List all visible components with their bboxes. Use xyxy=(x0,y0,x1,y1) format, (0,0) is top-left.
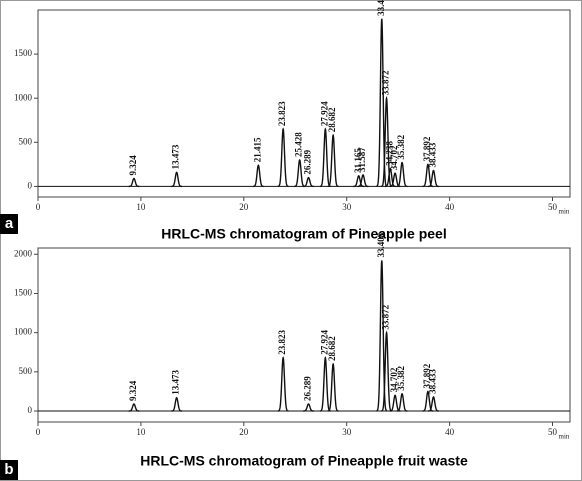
peak-label: 26.289 xyxy=(303,149,313,174)
plot-frame xyxy=(37,247,571,423)
y-tick-label: 500 xyxy=(19,366,33,376)
x-tick-label: 10 xyxy=(136,427,146,437)
x-tick-label: 30 xyxy=(342,202,352,212)
x-tick-label: 20 xyxy=(239,202,249,212)
peak-label: 28.682 xyxy=(327,107,337,132)
y-tick-label: 0 xyxy=(28,180,33,190)
peak-label: 35.382 xyxy=(396,134,406,159)
peak-label: 33.408 xyxy=(376,0,386,16)
peak-label: 9.324 xyxy=(128,155,138,176)
peak-label: 37.892 xyxy=(422,136,432,161)
peak-label: 31.165 xyxy=(353,148,363,173)
x-axis-label: min xyxy=(559,208,570,216)
peak xyxy=(381,95,392,188)
peak xyxy=(396,392,408,412)
x-tick-label: 20 xyxy=(239,427,249,437)
caption: HRLC-MS chromatogram of Pineapple fruit … xyxy=(140,453,468,469)
peak-label: 27.924 xyxy=(319,329,329,354)
y-tick-label: 0 xyxy=(28,405,33,415)
peak xyxy=(303,176,314,188)
peak-label: 28.682 xyxy=(327,336,337,361)
x-tick-label: 10 xyxy=(136,202,146,212)
peak xyxy=(128,403,140,412)
peak xyxy=(171,171,182,188)
peak-label: 34.702 xyxy=(389,145,399,170)
panel-label: b xyxy=(4,461,13,478)
x-tick-label: 50 xyxy=(548,427,558,437)
panel-label-box xyxy=(0,460,18,480)
peak xyxy=(294,158,306,188)
peak xyxy=(376,18,388,188)
panel-label: a xyxy=(5,215,14,232)
peak xyxy=(277,127,289,188)
peak xyxy=(128,177,140,188)
peak-label: 38.433 xyxy=(428,369,438,394)
peak xyxy=(277,356,289,412)
peak xyxy=(357,174,369,188)
peak-label: 35.382 xyxy=(396,366,406,391)
peak-label: 21.415 xyxy=(252,137,262,162)
peak-label: 34.702 xyxy=(389,367,399,392)
peak-label: 13.473 xyxy=(171,369,181,394)
x-tick-label: 0 xyxy=(36,202,41,212)
y-tick-label: 2000 xyxy=(14,248,33,258)
peak xyxy=(381,330,392,412)
peak-label: 38.433 xyxy=(428,142,438,167)
peak-label: 31.587 xyxy=(357,147,367,172)
x-tick-label: 0 xyxy=(36,427,41,437)
peak-label: 25.428 xyxy=(294,132,304,157)
peak xyxy=(422,163,434,188)
peak xyxy=(327,362,339,412)
peak xyxy=(428,169,439,188)
plot-frame xyxy=(37,9,571,198)
peak xyxy=(171,396,182,412)
y-tick-label: 500 xyxy=(19,136,33,146)
peak-label: 9.324 xyxy=(128,380,138,401)
peak-label: 26.289 xyxy=(303,376,313,401)
y-tick-label: 1000 xyxy=(14,92,33,102)
x-tick-label: 50 xyxy=(548,202,558,212)
peak-label: 23.823 xyxy=(277,329,287,354)
panel-label-box xyxy=(0,214,18,234)
caption: HRLC-MS chromatogram of Pineapple peel xyxy=(161,226,446,242)
peak-label: 34.238 xyxy=(384,141,394,166)
peak-label: 23.823 xyxy=(277,101,287,126)
peak xyxy=(353,175,365,188)
peak xyxy=(396,161,408,188)
peak-label: 13.473 xyxy=(171,144,181,169)
peak xyxy=(327,133,339,188)
x-tick-label: 30 xyxy=(342,427,352,437)
peak xyxy=(422,390,434,412)
peak-label: 33.872 xyxy=(381,304,391,329)
y-tick-label: 1500 xyxy=(14,288,33,298)
y-tick-label: 1000 xyxy=(14,327,33,337)
x-tick-label: 40 xyxy=(445,202,455,212)
peak xyxy=(428,396,439,412)
peak-label: 37.892 xyxy=(422,363,432,388)
peak xyxy=(376,260,388,412)
x-tick-label: 40 xyxy=(445,427,455,437)
peak xyxy=(252,164,264,188)
y-tick-label: 1500 xyxy=(14,48,33,58)
peak-label: 33.408 xyxy=(376,232,386,257)
peak-label: 33.872 xyxy=(381,70,391,95)
peak-label: 27.924 xyxy=(319,101,329,126)
peak xyxy=(384,167,396,188)
x-axis-label: min xyxy=(559,433,570,441)
peak xyxy=(303,403,314,412)
